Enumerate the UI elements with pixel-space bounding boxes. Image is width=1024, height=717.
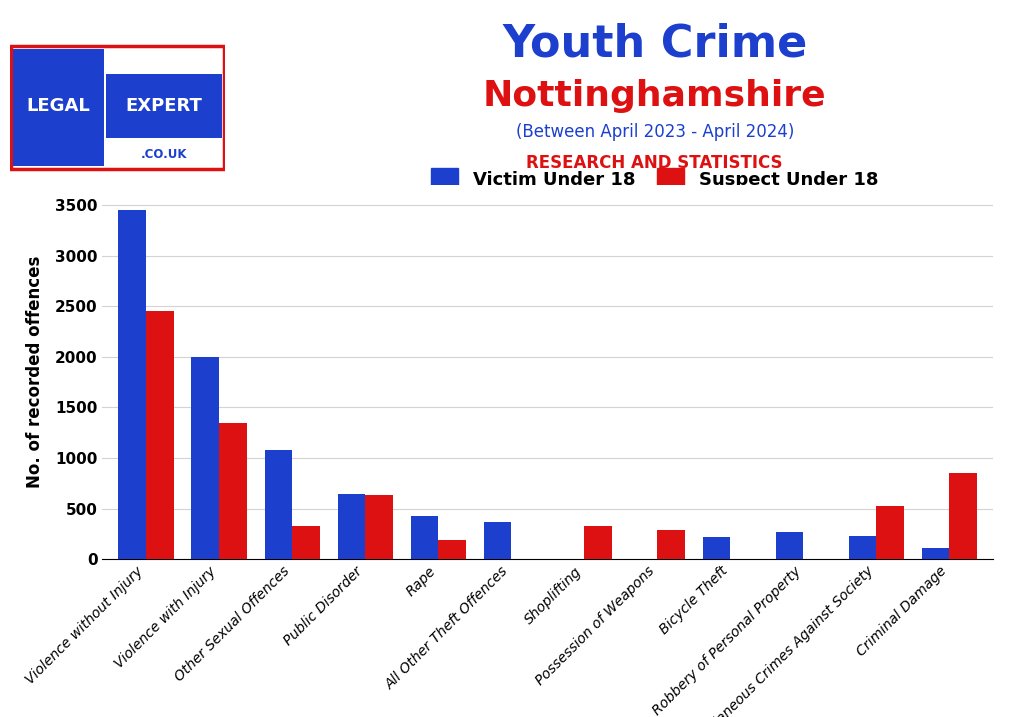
Bar (366, 495, 393, 559)
Bar (219, 422, 247, 559)
Bar (877, 505, 904, 559)
Bar (483, 522, 511, 559)
Text: .CO.UK: .CO.UK (140, 148, 187, 161)
Text: Youth Crime: Youth Crime (502, 23, 807, 66)
Bar (775, 532, 804, 559)
Bar (338, 495, 366, 559)
Bar (438, 540, 466, 559)
Bar (411, 516, 438, 559)
Y-axis label: No. of recorded offences: No. of recorded offences (26, 256, 44, 488)
Bar (191, 357, 219, 559)
Bar (657, 531, 685, 559)
Bar (922, 548, 949, 559)
Text: Nottinghamshire: Nottinghamshire (483, 79, 826, 113)
Bar (585, 526, 612, 559)
Bar (849, 536, 877, 559)
Bar (702, 538, 730, 559)
Bar (119, 210, 146, 559)
Legend: Victim Under 18, Suspect Under 18: Victim Under 18, Suspect Under 18 (431, 168, 879, 189)
Bar (146, 311, 174, 559)
Text: (Between April 2023 - April 2024): (Between April 2023 - April 2024) (515, 123, 794, 141)
Text: RESEARCH AND STATISTICS: RESEARCH AND STATISTICS (526, 154, 783, 172)
Bar (949, 473, 977, 559)
Bar (264, 450, 292, 559)
Bar (292, 526, 321, 559)
Bar (13, 49, 103, 166)
Bar (105, 74, 222, 138)
Text: EXPERT: EXPERT (126, 97, 203, 115)
Text: LEGAL: LEGAL (27, 97, 90, 115)
